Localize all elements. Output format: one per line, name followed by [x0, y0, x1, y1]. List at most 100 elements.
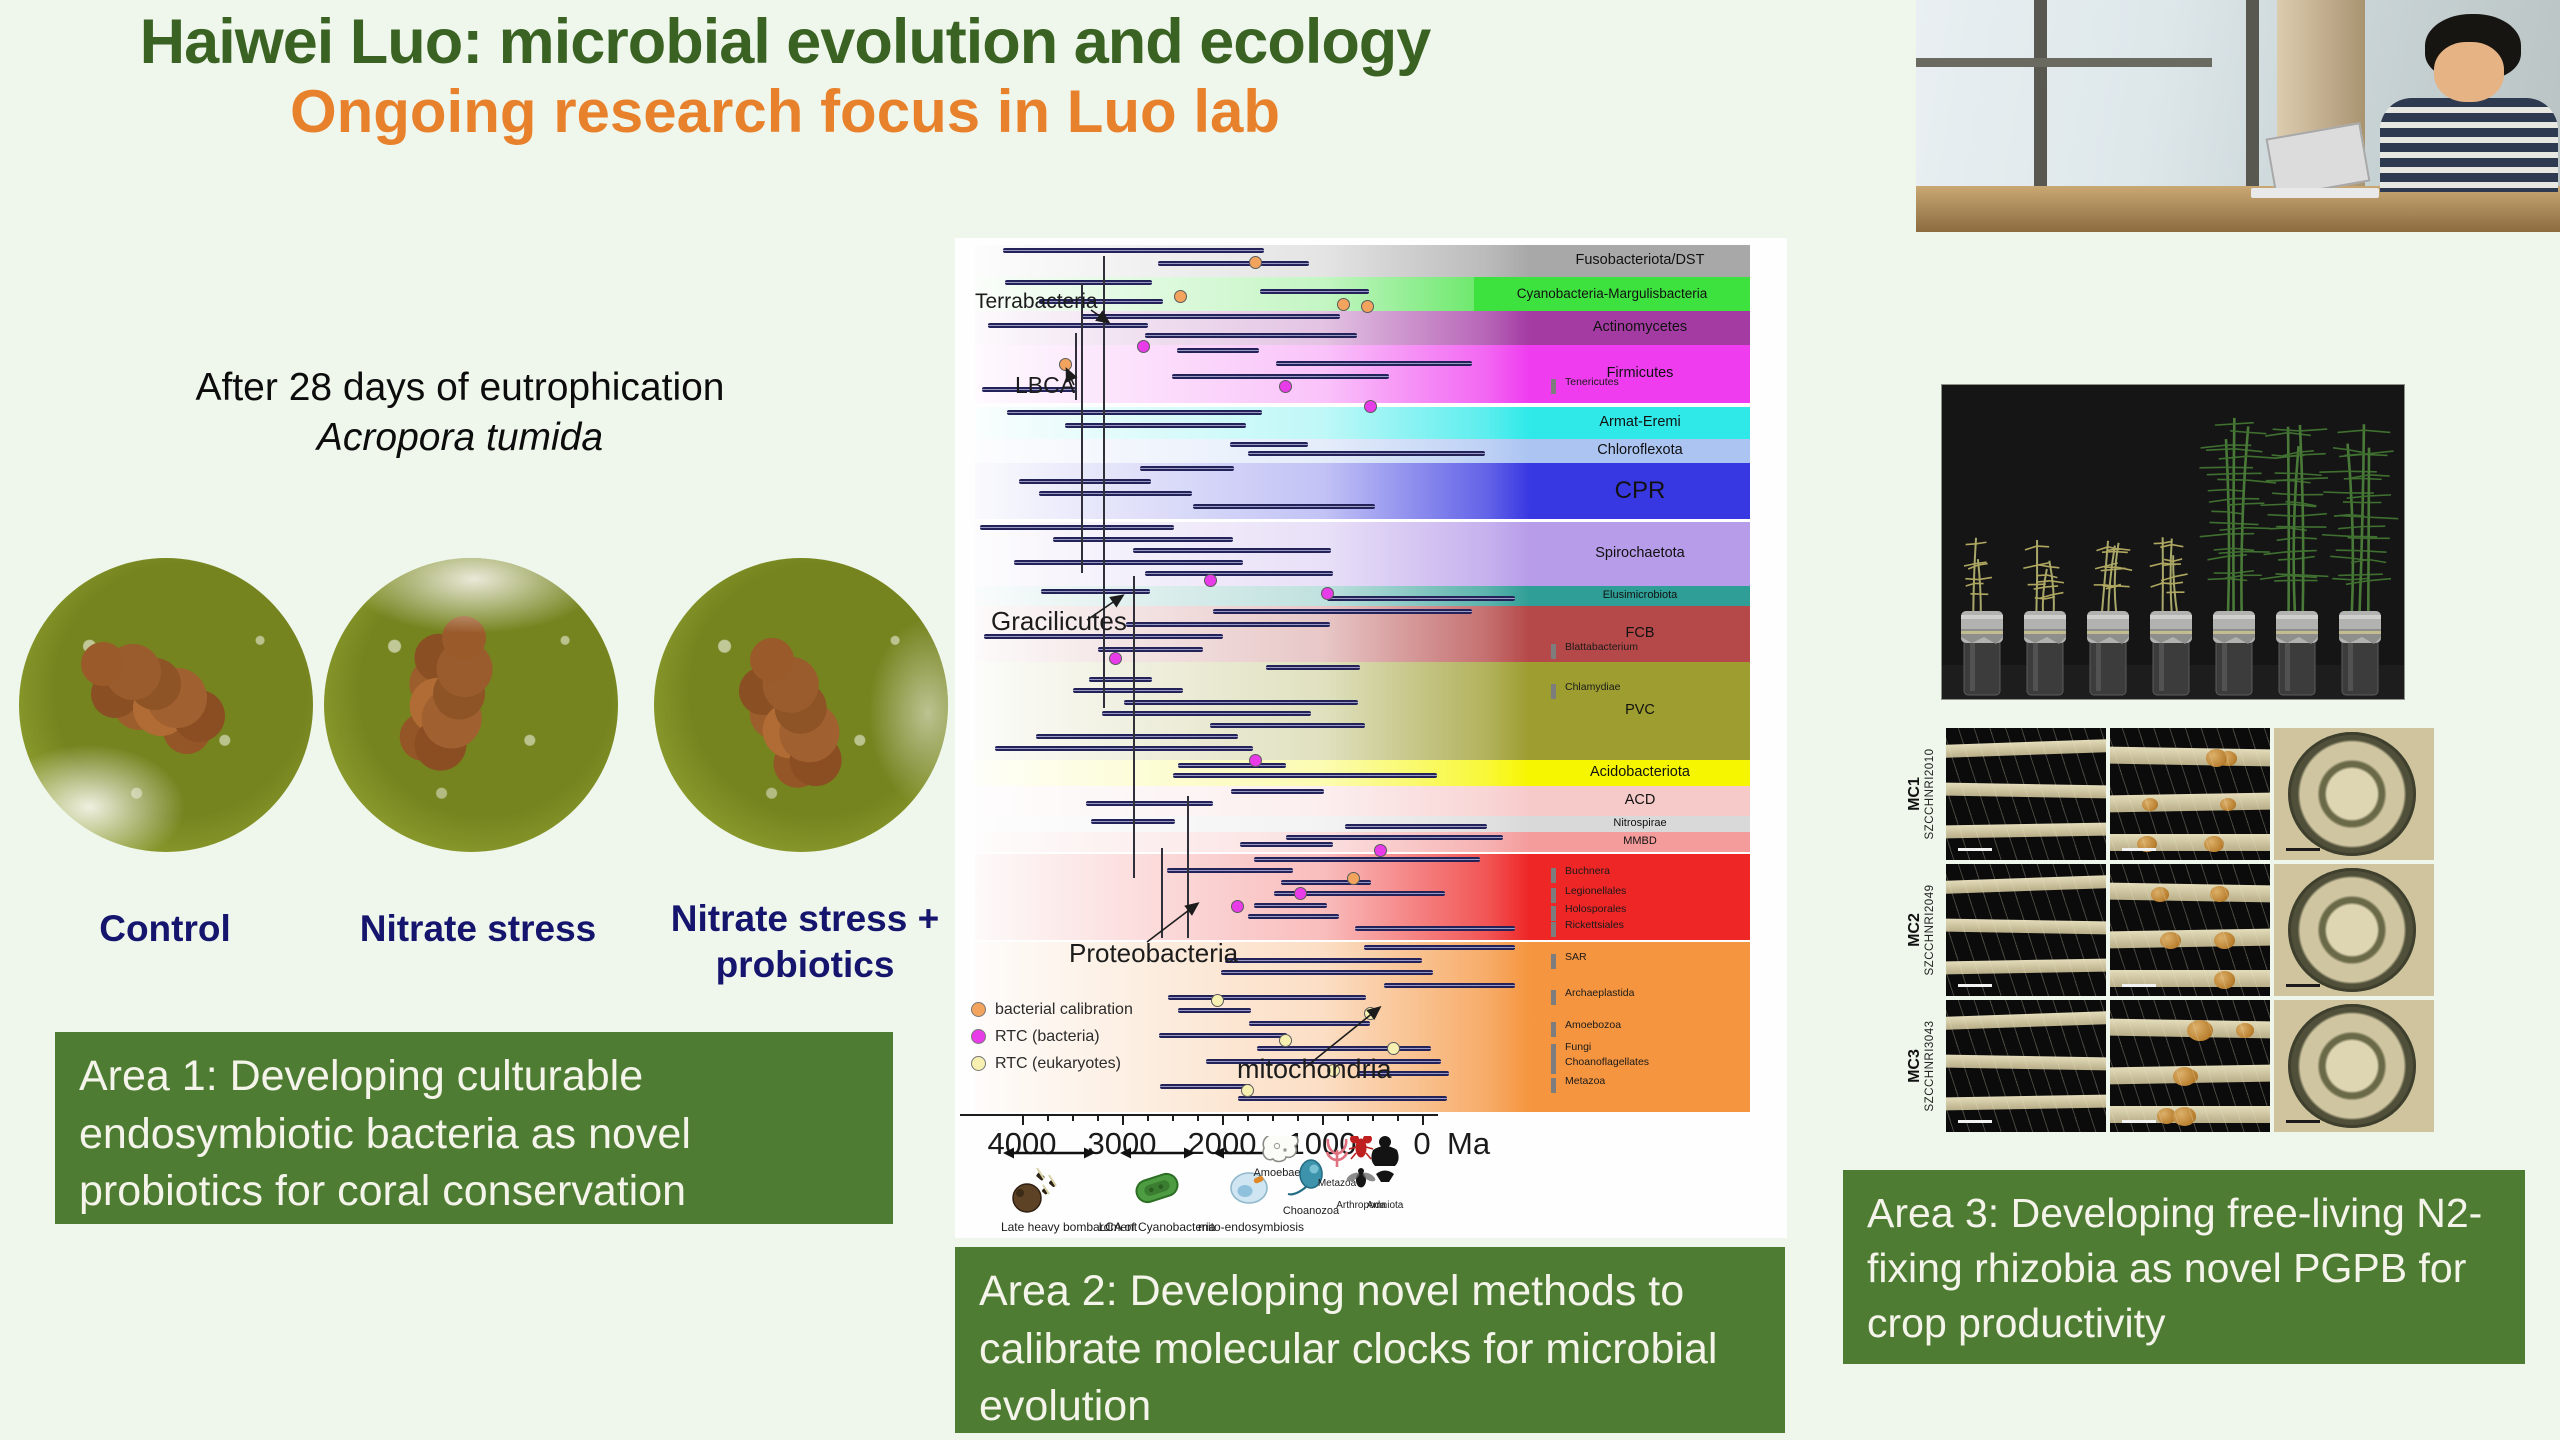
bacterial-dot	[1337, 298, 1350, 311]
axis-minor-tick	[1347, 1116, 1349, 1121]
branch-bar	[1167, 868, 1293, 874]
legend-item: bacterial calibration	[971, 996, 1133, 1023]
scale-bar	[1958, 848, 1992, 851]
clade-label: Armat-Eremi	[1530, 407, 1750, 439]
treatment-label-nitrate: Nitrate stress	[359, 908, 597, 949]
clade-sublabel: Blattabacterium	[1565, 641, 1638, 653]
plant-growth-photo	[1941, 384, 2405, 700]
cross-section-photo	[2274, 1000, 2434, 1132]
branch-bar	[1230, 789, 1325, 794]
nodule	[2214, 931, 2235, 949]
lab-leader-photo	[1916, 0, 2560, 232]
clade-tick	[1551, 922, 1556, 937]
culture-tube	[1961, 611, 2003, 696]
branch-bar	[1126, 621, 1331, 627]
clade-row: Spirochaetota	[975, 522, 1750, 586]
late-heavy-bombardment-icon	[1012, 1167, 1057, 1213]
legend-label: RTC (bacteria)	[995, 1027, 1100, 1045]
axis-minor-tick	[1297, 1116, 1299, 1121]
branch-bar	[1213, 609, 1472, 614]
branch-bar	[1225, 957, 1423, 963]
scale-bar	[2122, 984, 2156, 987]
coral-photo-nitrate-stress	[324, 558, 618, 852]
branch-bar	[1178, 1008, 1252, 1014]
axis-tick	[1222, 1116, 1224, 1125]
axis-minor-tick	[1197, 1116, 1199, 1121]
clade-tick	[1551, 888, 1556, 903]
tree-spine	[1103, 256, 1105, 708]
rtc-eukaryotes-dot	[1211, 994, 1224, 1007]
rtc-eukaryotes-dot	[1279, 1034, 1292, 1047]
rtc-eukaryotes-dot	[1364, 1007, 1377, 1020]
strain-label: MC1 SZCCHNRI2010	[1898, 728, 1944, 860]
branch-bar	[1259, 289, 1370, 295]
plant-stem	[2346, 443, 2355, 618]
clade-sublabel: Buchnera	[1565, 865, 1610, 877]
branch-bar	[1159, 1083, 1251, 1089]
axis-tick	[1322, 1116, 1324, 1125]
timeline-events: Late heavy bombardment LCA of Cyanobacter…	[955, 1136, 1515, 1238]
clade-tick	[1551, 906, 1556, 921]
clade-tick	[1551, 1078, 1556, 1093]
clade-tick	[1551, 379, 1556, 394]
legend-dot-icon	[971, 1029, 986, 1044]
nodule-row: MC2 SZCCHNRI2049	[1898, 864, 2443, 996]
amniota-icon	[1371, 1136, 1399, 1182]
root-hairs	[1946, 1000, 2106, 1132]
legend-dot-icon	[971, 1002, 986, 1017]
branch-bar	[1286, 835, 1503, 840]
bacterial-dot	[1174, 290, 1187, 303]
nodule	[2160, 931, 2181, 949]
treatment-label-control: Control	[99, 908, 231, 949]
branch-bar	[1064, 423, 1247, 428]
arthropoda-icon	[1346, 1136, 1376, 1188]
rtc-bacteria-dot	[1364, 400, 1377, 413]
plant-stem	[2224, 439, 2231, 618]
nodule	[2187, 1019, 2213, 1041]
branch-bar	[1345, 824, 1487, 829]
legend-dot-icon	[971, 1056, 986, 1071]
cross-section-photo	[2274, 728, 2434, 860]
annotation-terrabacteria: Terrabacteria	[975, 290, 1098, 313]
branch-bar	[1248, 914, 1339, 920]
plant-stem	[2298, 424, 2305, 618]
branch-bar	[1140, 466, 1235, 471]
branch-bar	[1123, 699, 1359, 705]
culture-tube	[2339, 611, 2381, 696]
area1-box: Area 1: Developing culturable endosymbio…	[55, 1032, 893, 1224]
coral-photo-nitrate-probiotics	[654, 558, 948, 852]
branch-bar	[1173, 773, 1438, 778]
person-striped-shirt	[2379, 98, 2558, 192]
plant-stem	[2366, 447, 2371, 618]
strain-code: SZCCHNRI2010	[1924, 748, 1936, 840]
branch-bar	[1144, 332, 1357, 338]
clade-label: ACD	[1530, 786, 1750, 816]
rtc-bacteria-dot	[1137, 340, 1150, 353]
axis-minor-tick	[1247, 1116, 1249, 1121]
branch-bar	[1356, 1071, 1450, 1077]
clade-label: Fusobacteriota/DST	[1530, 245, 1750, 277]
branch-bar	[1384, 982, 1515, 988]
timeline-event-label: Choanozoa	[1283, 1205, 1340, 1217]
branch-bar	[1157, 261, 1309, 266]
root-hairs	[2110, 1000, 2270, 1132]
branch-bar	[1053, 536, 1233, 542]
title-block: Haiwei Luo: microbial evolution and ecol…	[0, 8, 1570, 145]
strain-label: MC2 SZCCHNRI2049	[1898, 864, 1944, 996]
timeline-event-label: Amoebae	[1253, 1167, 1300, 1179]
timeline-event-label: LCA of Cyanobacteria	[1099, 1220, 1216, 1234]
strain-label: MC3 SZCCHNRI3043	[1898, 1000, 1944, 1132]
axis-line	[960, 1114, 1438, 1117]
branch-bar	[1254, 857, 1480, 862]
metazoa-coral-icon	[1325, 1138, 1349, 1167]
person-face	[2434, 42, 2505, 102]
branch-bar	[1177, 763, 1286, 768]
branch-bar	[1275, 361, 1473, 366]
nodule	[2173, 1066, 2196, 1086]
plant-stem	[2358, 424, 2366, 618]
branch-bar	[1167, 995, 1367, 1001]
branch-bar	[1036, 734, 1238, 739]
branch-bar	[1209, 722, 1366, 728]
nodule	[2205, 749, 2228, 767]
branch-bar	[1254, 902, 1328, 908]
